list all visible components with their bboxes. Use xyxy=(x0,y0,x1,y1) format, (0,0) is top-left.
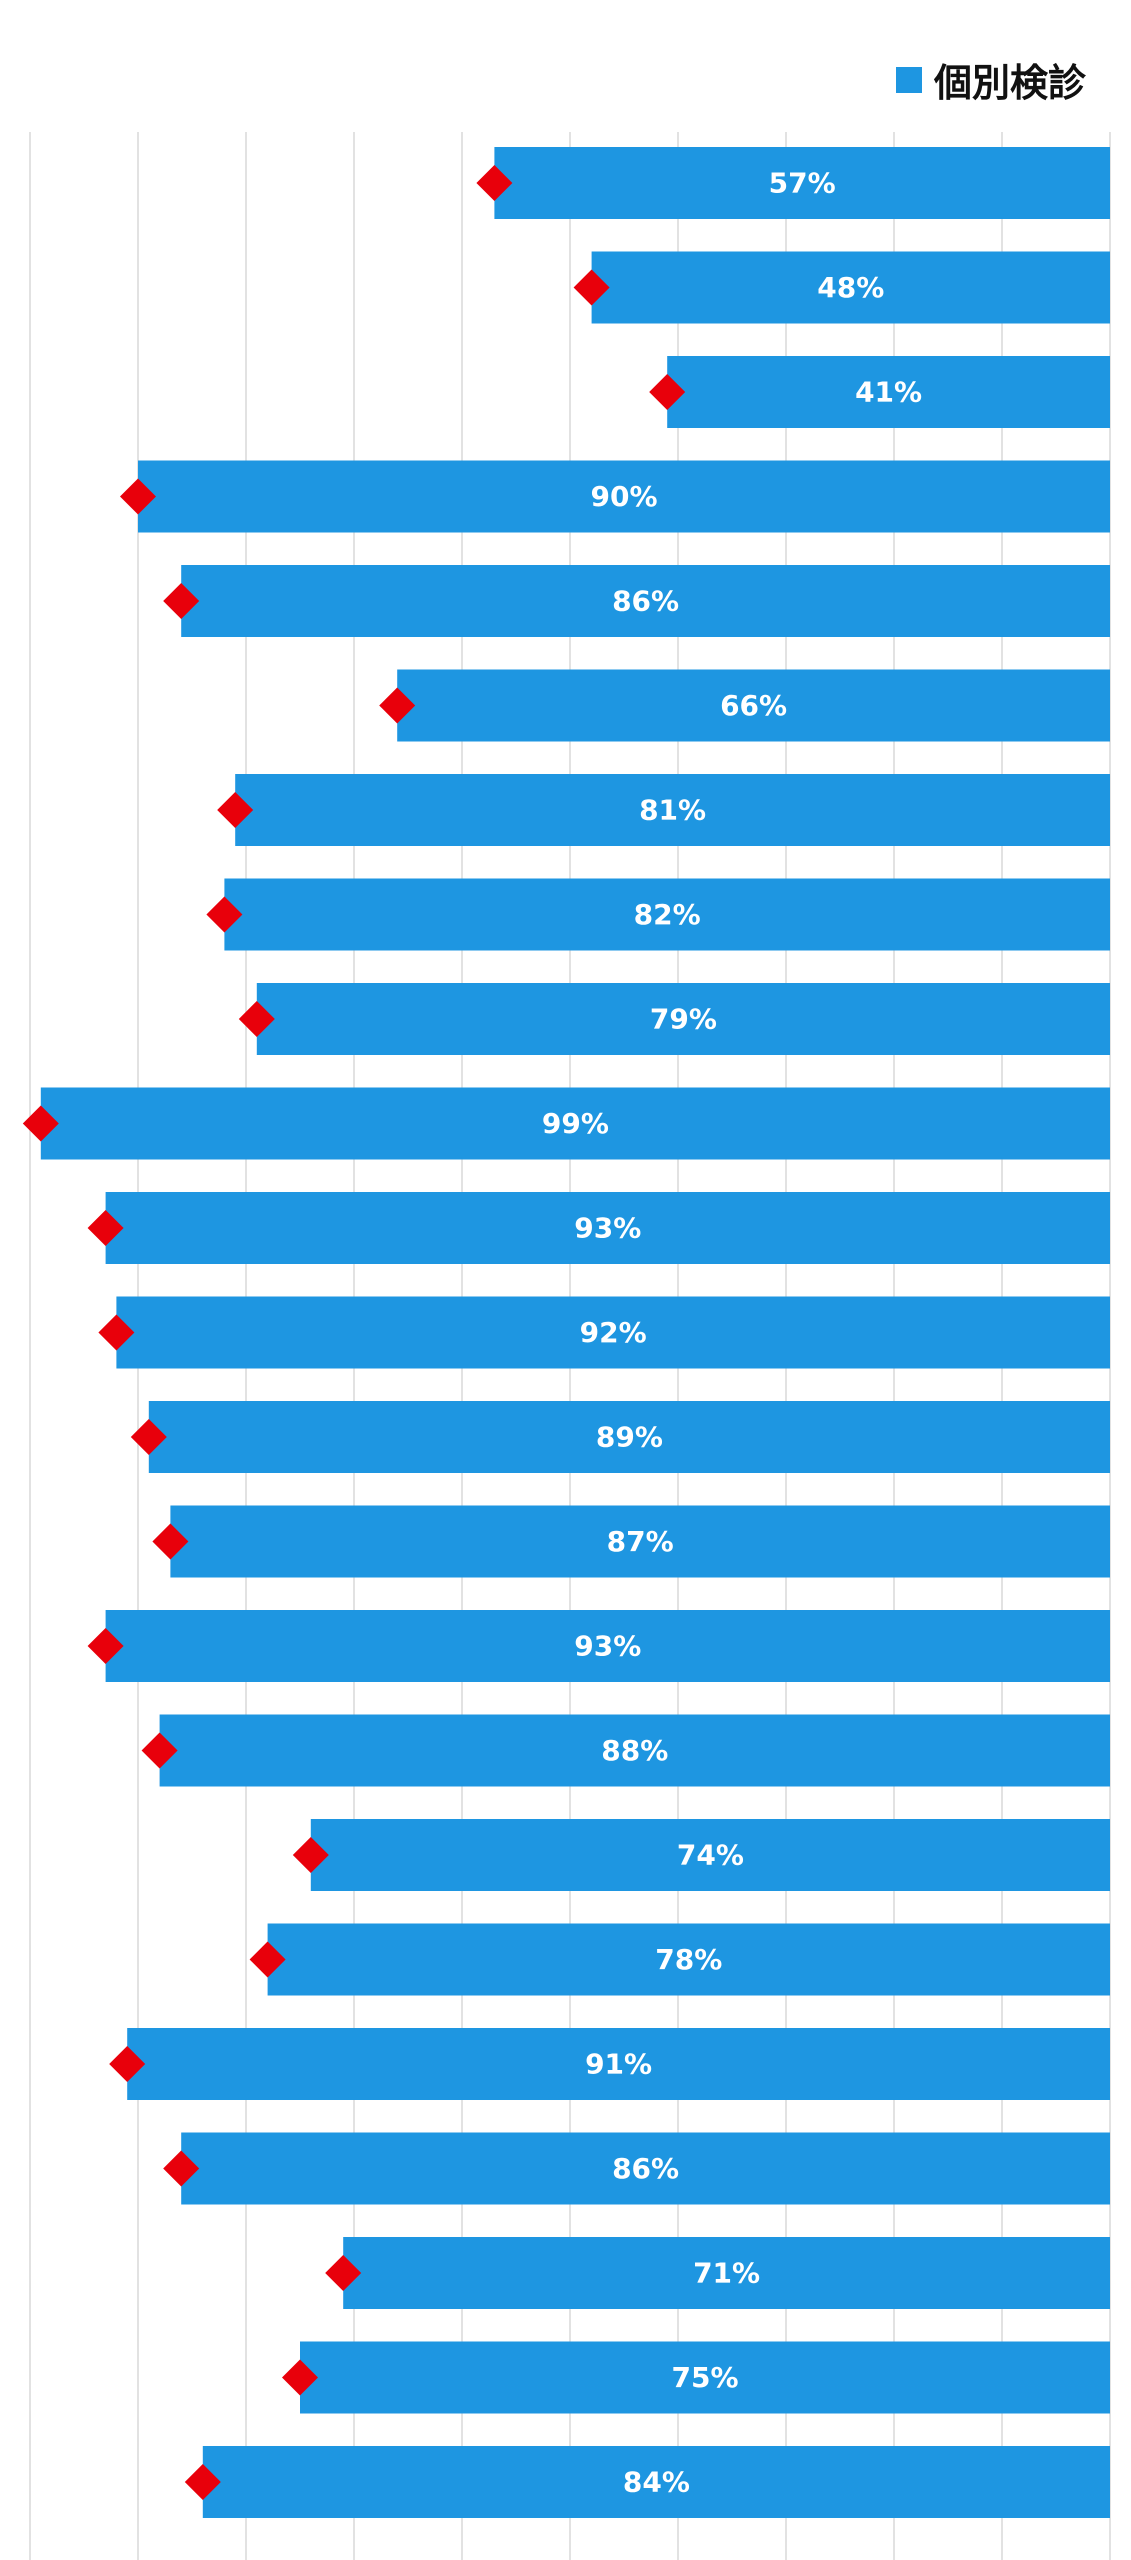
bar xyxy=(127,2028,1110,2100)
bar-value-label: 90% xyxy=(590,480,657,513)
bar-value-label: 71% xyxy=(693,2257,760,2290)
diamond-marker xyxy=(325,2255,362,2291)
bar xyxy=(667,356,1110,428)
bar-value-label: 57% xyxy=(769,167,836,200)
bar-value-label: 84% xyxy=(623,2466,690,2499)
diamond-marker xyxy=(130,1419,167,1455)
diamond-marker xyxy=(87,1210,124,1246)
bar-value-label: 81% xyxy=(639,794,706,827)
bar-value-label: 79% xyxy=(650,1003,717,1036)
bar-value-label: 89% xyxy=(596,1421,663,1454)
bar-value-label: 92% xyxy=(580,1316,647,1349)
bar xyxy=(181,565,1110,637)
bar xyxy=(170,1505,1110,1578)
legend-label: 個別検診 xyxy=(933,61,1086,105)
bar-value-label: 86% xyxy=(612,585,679,618)
bar-value-label: 99% xyxy=(542,1107,609,1140)
diamond-marker xyxy=(206,896,243,933)
bar-value-label: 88% xyxy=(601,1734,668,1767)
bar-value-label: 93% xyxy=(574,1212,641,1245)
diamond-marker xyxy=(163,2150,200,2187)
bar-value-label: 86% xyxy=(612,2152,679,2185)
bar-value-label: 75% xyxy=(671,2361,738,2394)
bar xyxy=(116,1296,1110,1369)
bar xyxy=(591,251,1110,324)
diamond-marker xyxy=(98,1314,135,1351)
bar xyxy=(343,2237,1110,2309)
bar xyxy=(267,1923,1111,1996)
diamond-marker xyxy=(87,1628,124,1664)
diamond-marker xyxy=(238,1001,275,1037)
bar-value-label: 91% xyxy=(585,2048,652,2081)
diamond-marker xyxy=(249,1941,286,1978)
diamond-marker xyxy=(163,583,200,619)
bar xyxy=(224,878,1110,951)
bar xyxy=(159,1714,1111,1787)
bar xyxy=(138,460,1110,533)
bar-value-label: 66% xyxy=(720,689,787,722)
bar xyxy=(300,2341,1110,2414)
bar xyxy=(235,774,1110,846)
legend-swatch xyxy=(895,66,922,93)
diamond-marker xyxy=(217,792,254,828)
bar xyxy=(148,1401,1111,1473)
bars xyxy=(40,147,1111,2518)
diamond-marker xyxy=(141,1732,178,1769)
bar xyxy=(397,669,1110,742)
diamond-marker xyxy=(282,2359,318,2396)
bar xyxy=(202,2446,1111,2518)
bar xyxy=(256,983,1110,1055)
data-labels: 57% 48% 41% 90% 86% 66% 81% 82% 79% 99% 93% 92% 89% 8… xyxy=(542,167,922,2499)
diamond-marker xyxy=(184,2464,221,2500)
bar-value-label: 74% xyxy=(677,1839,744,1872)
bar-value-label: 78% xyxy=(655,1943,722,1976)
bar xyxy=(494,147,1110,219)
bar xyxy=(105,1192,1111,1264)
bar-value-label: 41% xyxy=(855,376,922,409)
diamond-marker xyxy=(476,165,513,201)
bar-value-label: 87% xyxy=(607,1525,674,1558)
legend: 個別検診 xyxy=(895,52,1086,107)
diamond-marker xyxy=(649,374,686,410)
diamond-marker xyxy=(120,478,156,515)
diamond-marker xyxy=(109,2046,146,2082)
diamond-marker xyxy=(22,1105,59,1142)
bar xyxy=(105,1610,1111,1682)
diamond-marker xyxy=(379,687,416,724)
bar xyxy=(310,1819,1110,1891)
bar-value-label: 93% xyxy=(574,1630,641,1663)
bar-value-label: 82% xyxy=(634,898,701,931)
diamond-marker xyxy=(292,1837,329,1873)
diamond-marker xyxy=(573,269,610,306)
bar xyxy=(40,1087,1110,1160)
bar-value-label: 48% xyxy=(817,271,884,304)
bar xyxy=(181,2132,1110,2205)
markers xyxy=(22,165,686,2500)
diamond-marker xyxy=(152,1523,189,1560)
